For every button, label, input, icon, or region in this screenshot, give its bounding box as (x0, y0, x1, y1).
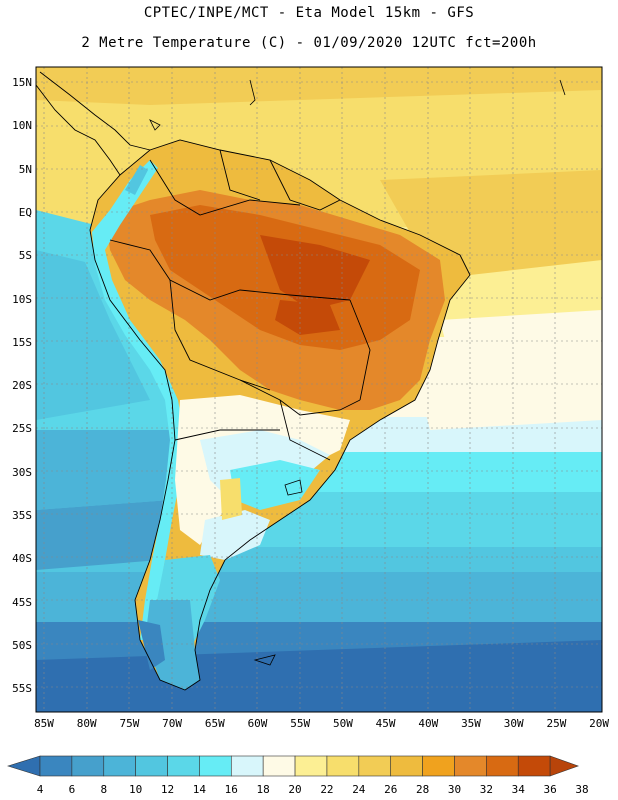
colorbar-segment (517, 755, 551, 777)
lon-label: 25W (546, 717, 567, 730)
lon-label: 50W (332, 717, 353, 730)
colorbar-label: 28 (415, 783, 430, 796)
coastline-borders (36, 71, 471, 691)
colorbar-label: 14 (192, 783, 207, 796)
colorbar-segment (262, 755, 296, 777)
lat-label: 5S (18, 249, 32, 263)
temperature-field (36, 67, 602, 712)
lat-label: 15N (12, 76, 32, 89)
lon-label: 20W (589, 717, 610, 730)
colorbar-segment (294, 755, 328, 777)
lat-label: 50S (12, 638, 32, 652)
colorbar-label: 36 (543, 783, 557, 796)
lon-label: 30W (503, 717, 524, 730)
colorbar-label: 12 (160, 783, 175, 796)
lon-label: 35W (461, 717, 481, 730)
colorbar-segment (486, 755, 519, 777)
colorbar-segment (358, 755, 392, 777)
lon-label: 75W (119, 717, 140, 730)
graticule (36, 67, 602, 712)
colorbar-label: 34 (511, 783, 525, 796)
lon-label: 40W (418, 717, 439, 730)
colorbar (6, 755, 580, 777)
lat-label: 35S (12, 509, 32, 522)
lat-label: 55S (12, 682, 32, 696)
colorbar-label: 30 (447, 783, 462, 796)
lat-label: 45S (12, 595, 32, 609)
colorbar-label: 32 (479, 783, 493, 796)
colorbar-segment (103, 755, 136, 777)
colorbar-segment (454, 755, 487, 777)
colorbar-segment (390, 755, 423, 777)
lon-label: 60W (247, 717, 268, 730)
colorbar-label: 38 (575, 783, 589, 796)
colorbar-label: 6 (68, 783, 76, 796)
lat-label: 10N (12, 119, 32, 133)
colorbar-segment (135, 755, 168, 777)
colorbar-label: 24 (352, 783, 366, 796)
lat-label: 15S (12, 335, 32, 349)
colorbar-segment (230, 755, 264, 777)
colorbar-left-arrow (6, 755, 41, 777)
lat-label: 20S (12, 379, 32, 393)
colorbar-segment (326, 755, 360, 777)
lat-label: 5N (18, 162, 32, 176)
lat-label: EQ (18, 205, 32, 219)
colorbar-right-arrow (549, 755, 580, 777)
colorbar-label: 20 (288, 783, 302, 796)
colorbar-segment (167, 755, 200, 777)
colorbar-label: 8 (100, 783, 108, 796)
lat-label: 40S (12, 552, 32, 566)
colorbar-segment (39, 755, 73, 777)
lon-label: 80W (76, 717, 97, 730)
colorbar-label: 4 (36, 783, 44, 796)
lon-label: 85W (34, 717, 54, 730)
colorbar-label: 16 (224, 783, 238, 796)
colorbar-label: 26 (384, 783, 398, 796)
map-subtitle: 2 Metre Temperature (C) - 01/09/2020 12U… (81, 35, 537, 51)
colorbar-segment (422, 755, 455, 777)
colorbar-label: 22 (320, 783, 334, 796)
caribbean-islands (149, 79, 566, 666)
lat-label: 10S (12, 292, 32, 306)
lon-label: 65W (204, 717, 225, 730)
lon-label: 70W (162, 717, 183, 730)
lat-label: 30S (12, 465, 32, 479)
colorbar-label: 10 (129, 783, 143, 796)
map-title: CPTEC/INPE/MCT - Eta Model 15km - GFS (143, 5, 475, 21)
map-frame (35, 66, 603, 713)
colorbar-segment (199, 755, 232, 777)
lon-label: 55W (290, 717, 311, 730)
colorbar-label: 18 (256, 783, 270, 796)
lon-label: 45W (375, 717, 396, 730)
lat-label: 25S (12, 422, 32, 436)
colorbar-segment (71, 755, 105, 777)
